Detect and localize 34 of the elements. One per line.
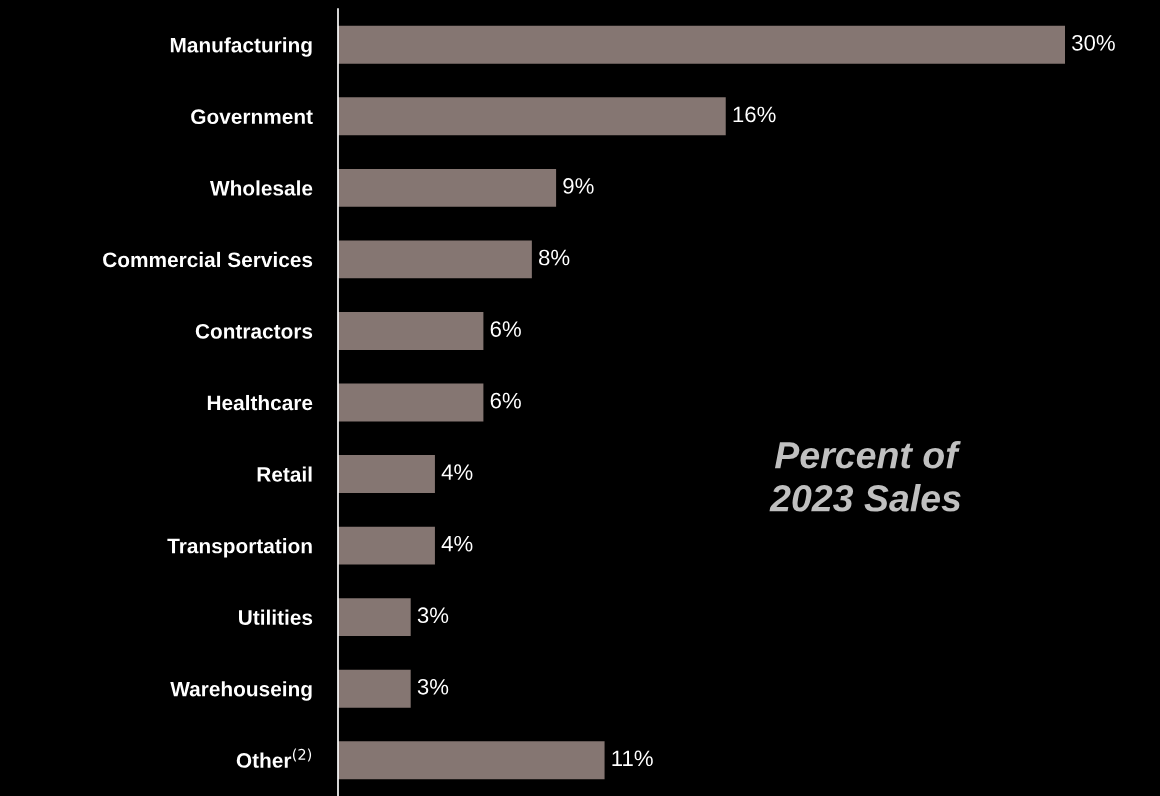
bar bbox=[338, 741, 605, 780]
bar bbox=[338, 383, 484, 422]
data-label: 16% bbox=[733, 106, 776, 123]
data-label: 30% bbox=[1072, 35, 1115, 51]
y-tick-label: Retail bbox=[257, 466, 312, 482]
bar bbox=[338, 598, 411, 637]
data-label: 4% bbox=[441, 464, 473, 480]
y-tick-label: Commercial Services bbox=[103, 251, 313, 268]
bar bbox=[338, 168, 557, 207]
data-label: 4% bbox=[441, 535, 473, 552]
data-label: 3% bbox=[417, 607, 449, 624]
y-tick-label: Wholesale bbox=[209, 180, 313, 196]
y-tick-label: Government bbox=[191, 109, 313, 125]
data-label: 8% bbox=[539, 249, 570, 266]
y-tick-label: Utilities bbox=[239, 609, 313, 625]
data-label: 3% bbox=[417, 678, 449, 695]
data-label: 6% bbox=[490, 321, 521, 337]
data-label: 11% bbox=[612, 750, 653, 767]
y-tick-label: Manufacturing bbox=[170, 37, 312, 57]
bar bbox=[338, 240, 532, 279]
y-tick-label: Other$^{(2)}$ bbox=[236, 748, 312, 768]
y-tick-label: Transportation bbox=[167, 538, 312, 558]
y-tick-label: Healthcare bbox=[207, 394, 313, 411]
y-tick-label: Warehouseing bbox=[170, 681, 312, 701]
bar bbox=[338, 312, 484, 350]
text: Percent of 2023 Sales bbox=[769, 440, 961, 512]
bar bbox=[338, 25, 1065, 64]
data-label: 9% bbox=[563, 178, 594, 194]
y-tick-label: Contractors bbox=[195, 323, 313, 339]
bar bbox=[338, 669, 411, 708]
bar bbox=[338, 97, 726, 136]
bar bbox=[338, 526, 435, 565]
data-label: 6% bbox=[490, 392, 521, 409]
bar bbox=[338, 455, 435, 494]
